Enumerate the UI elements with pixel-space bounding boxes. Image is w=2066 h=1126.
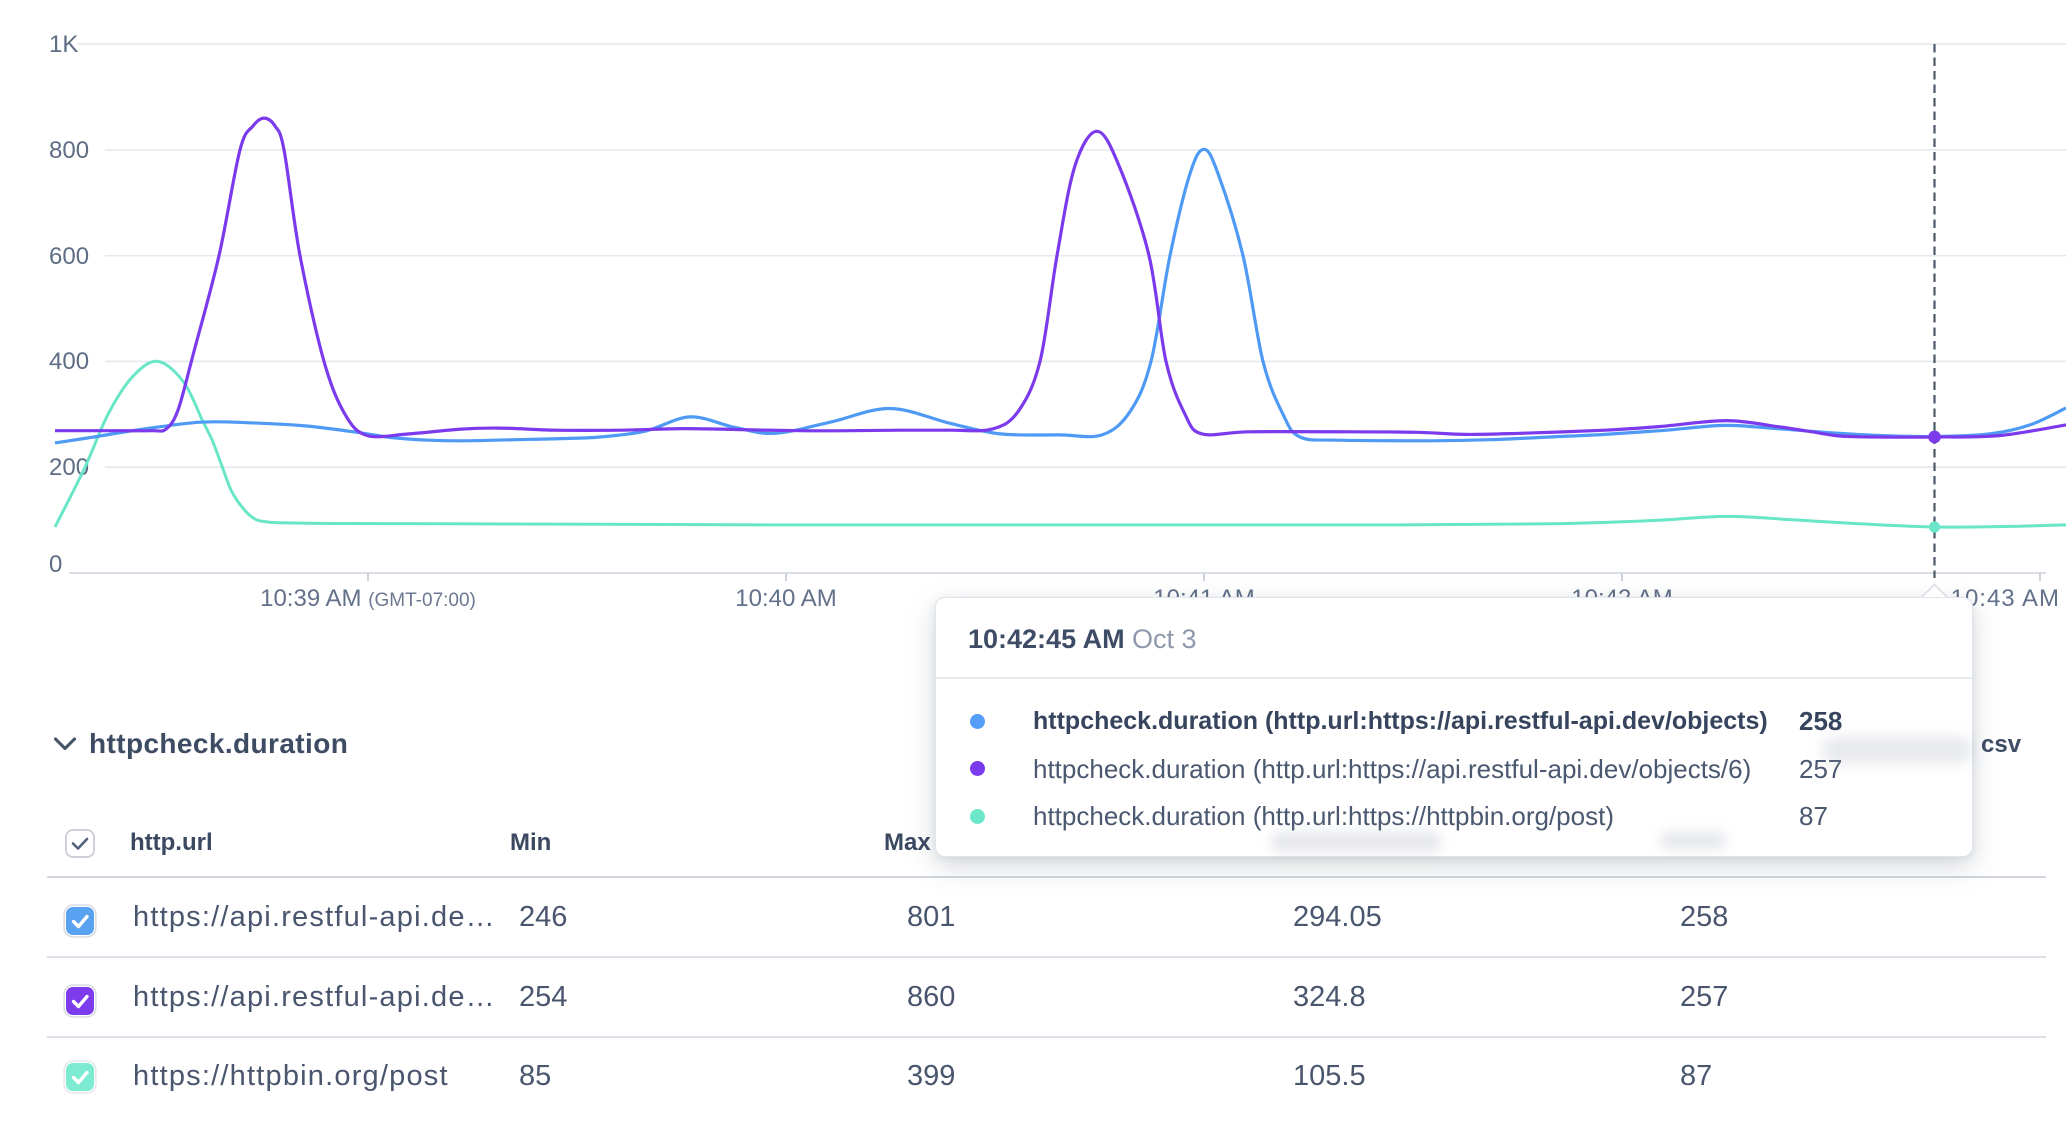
svg-text:200: 200 xyxy=(49,454,89,481)
svg-text:10:40 AM: 10:40 AM xyxy=(735,585,836,612)
svg-text:600: 600 xyxy=(49,243,89,270)
svg-text:0: 0 xyxy=(49,551,62,578)
svg-text:10:39 AM (GMT-07:00): 10:39 AM (GMT-07:00) xyxy=(260,585,476,612)
svg-text:1K: 1K xyxy=(49,31,78,58)
svg-text:400: 400 xyxy=(49,348,89,375)
svg-text:800: 800 xyxy=(49,137,89,164)
